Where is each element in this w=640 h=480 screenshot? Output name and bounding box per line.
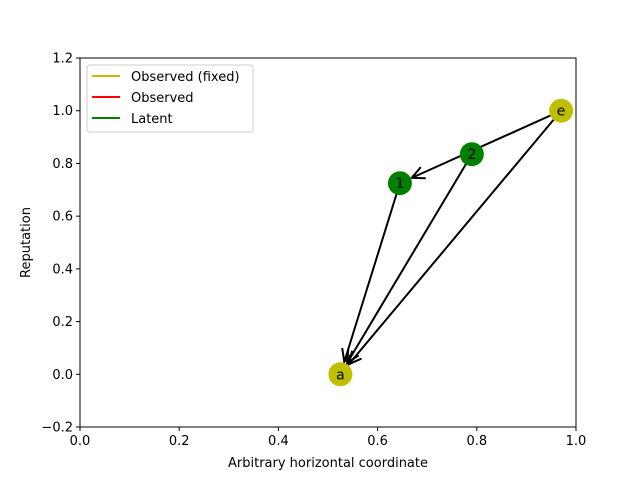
x-tick-label: 0.2 xyxy=(169,434,190,449)
x-axis-ticks: 0.0 0.2 0.4 0.6 0.8 1.0 xyxy=(70,427,587,449)
node-e: e xyxy=(549,98,574,123)
y-tick-label: 0.4 xyxy=(52,262,73,277)
edges-layer xyxy=(341,109,562,367)
node-1: 1 xyxy=(387,171,412,196)
edge-line xyxy=(347,110,562,365)
y-tick-label: 0.8 xyxy=(52,157,73,172)
node-label: 2 xyxy=(467,147,476,163)
edge-line xyxy=(346,153,473,364)
edge-e-1 xyxy=(409,109,562,180)
node-a: a xyxy=(328,362,353,387)
x-axis-label: Arbitrary horizontal coordinate xyxy=(228,456,428,471)
node-label: 1 xyxy=(395,176,404,192)
arrow-head xyxy=(345,349,360,366)
x-tick-label: 0.6 xyxy=(367,434,388,449)
plot-frame xyxy=(79,57,577,428)
edge-2-a xyxy=(345,153,473,366)
node-label: e xyxy=(557,104,566,120)
edge-line xyxy=(411,109,562,179)
y-tick-label: 1.2 xyxy=(52,52,73,67)
y-axis-ticks: −0.2 0.0 0.2 0.4 0.6 0.8 1.0 1.2 xyxy=(41,52,80,436)
nodes-layer: a e 2 1 xyxy=(328,98,574,387)
arrow-head xyxy=(341,347,355,365)
x-tick-label: 0.0 xyxy=(70,434,91,449)
legend-item: Observed xyxy=(92,91,194,106)
arrow-head xyxy=(409,166,426,180)
y-tick-label: 0.0 xyxy=(52,368,73,383)
legend-label: Observed xyxy=(131,91,194,106)
node-circle xyxy=(387,171,412,196)
y-tick-label: 0.6 xyxy=(52,210,73,225)
x-tick-label: 1.0 xyxy=(566,434,587,449)
legend: Observed (fixed) Observed Latent xyxy=(86,64,254,133)
y-tick-label: 1.0 xyxy=(52,104,73,119)
edge-1-a xyxy=(341,182,401,365)
legend-item: Latent xyxy=(92,112,173,127)
legend-box xyxy=(86,64,254,133)
node-circle xyxy=(328,362,353,387)
legend-label: Latent xyxy=(131,112,173,127)
y-tick-label: 0.2 xyxy=(52,315,73,330)
node-label: a xyxy=(336,367,345,383)
node-2: 2 xyxy=(459,142,484,167)
x-tick-label: 0.8 xyxy=(466,434,487,449)
y-axis-label: Reputation xyxy=(19,207,34,278)
x-tick-label: 0.4 xyxy=(268,434,289,449)
node-circle xyxy=(459,142,484,167)
y-tick-label: −0.2 xyxy=(41,421,73,436)
node-circle xyxy=(549,98,574,123)
edge-line xyxy=(343,182,401,363)
legend-item: Observed (fixed) xyxy=(92,70,240,85)
legend-label: Observed (fixed) xyxy=(131,70,240,85)
